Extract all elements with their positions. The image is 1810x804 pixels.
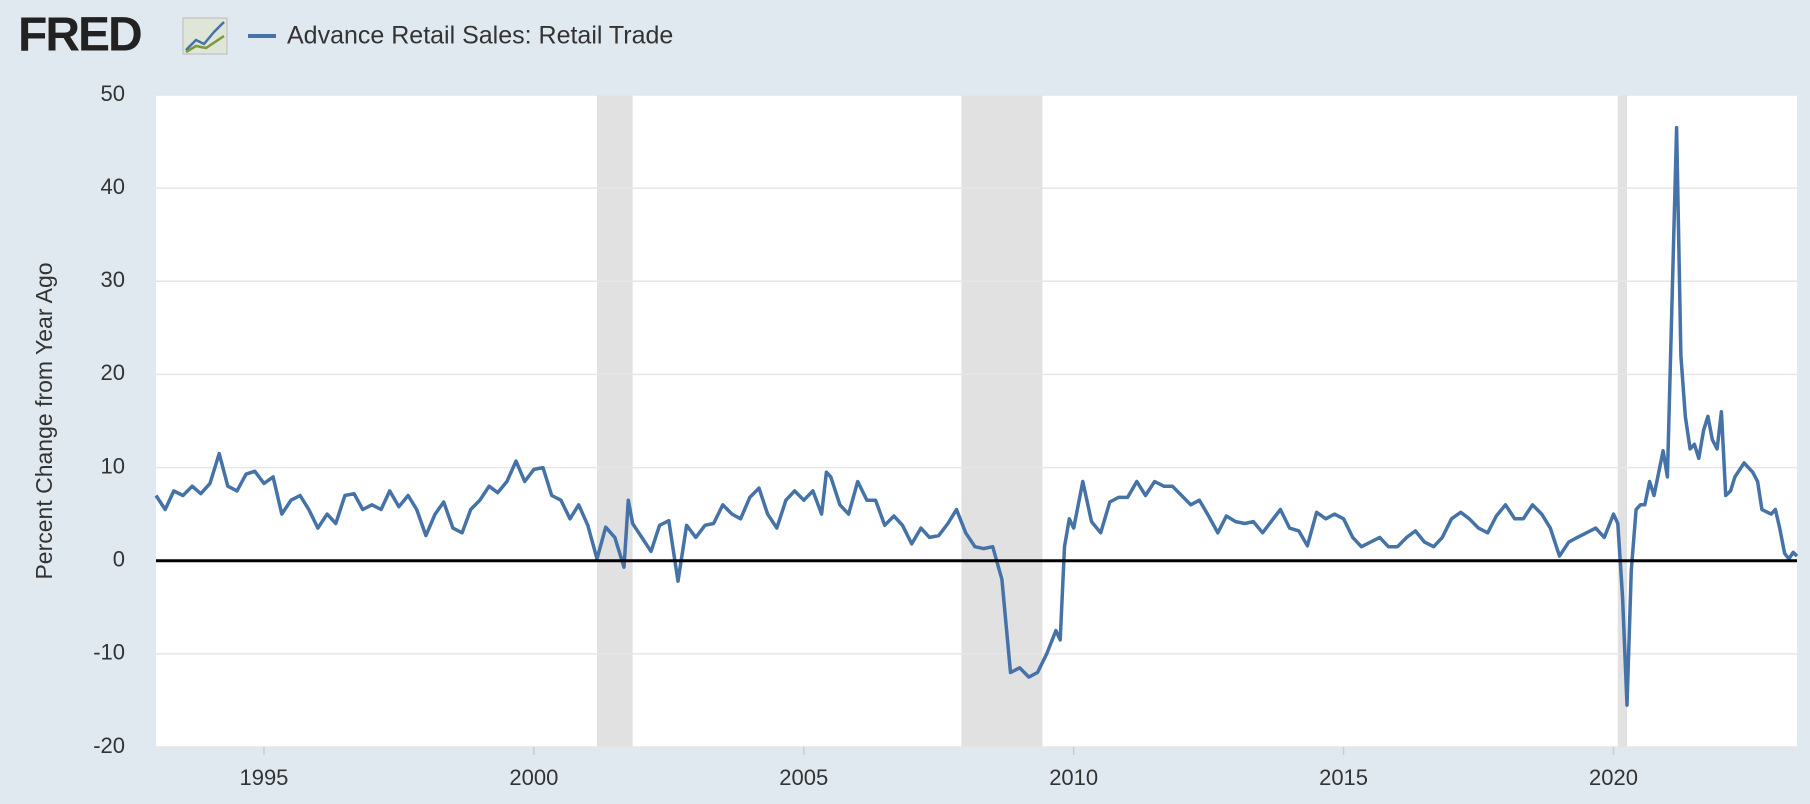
legend-label: Advance Retail Sales: Retail Trade <box>287 22 673 50</box>
x-tick-label: 2020 <box>1589 765 1638 790</box>
y-tick-label: 20 <box>101 360 125 385</box>
x-tick-label: 2000 <box>509 765 558 790</box>
y-axis-label: Percent Change from Year Ago <box>31 262 57 579</box>
brand-logo: FRED <box>18 9 141 62</box>
logo-icon <box>182 17 228 55</box>
recession-band <box>1617 95 1627 747</box>
y-tick-label: 10 <box>101 453 125 478</box>
x-tick-label: 2015 <box>1319 765 1368 790</box>
y-tick-label: 40 <box>101 174 125 199</box>
series-line <box>154 125 1799 707</box>
recession-band <box>961 95 1043 747</box>
recession-band <box>597 95 633 747</box>
y-tick-label: 50 <box>101 81 125 106</box>
y-tick-label: 30 <box>101 267 125 292</box>
x-tick-label: 2005 <box>779 765 828 790</box>
x-tick-label: 2010 <box>1049 765 1098 790</box>
x-tick-label: 1995 <box>239 765 288 790</box>
y-tick-label: -20 <box>93 733 125 758</box>
y-tick-label: -10 <box>93 640 125 665</box>
y-tick-label: 0 <box>113 547 125 572</box>
